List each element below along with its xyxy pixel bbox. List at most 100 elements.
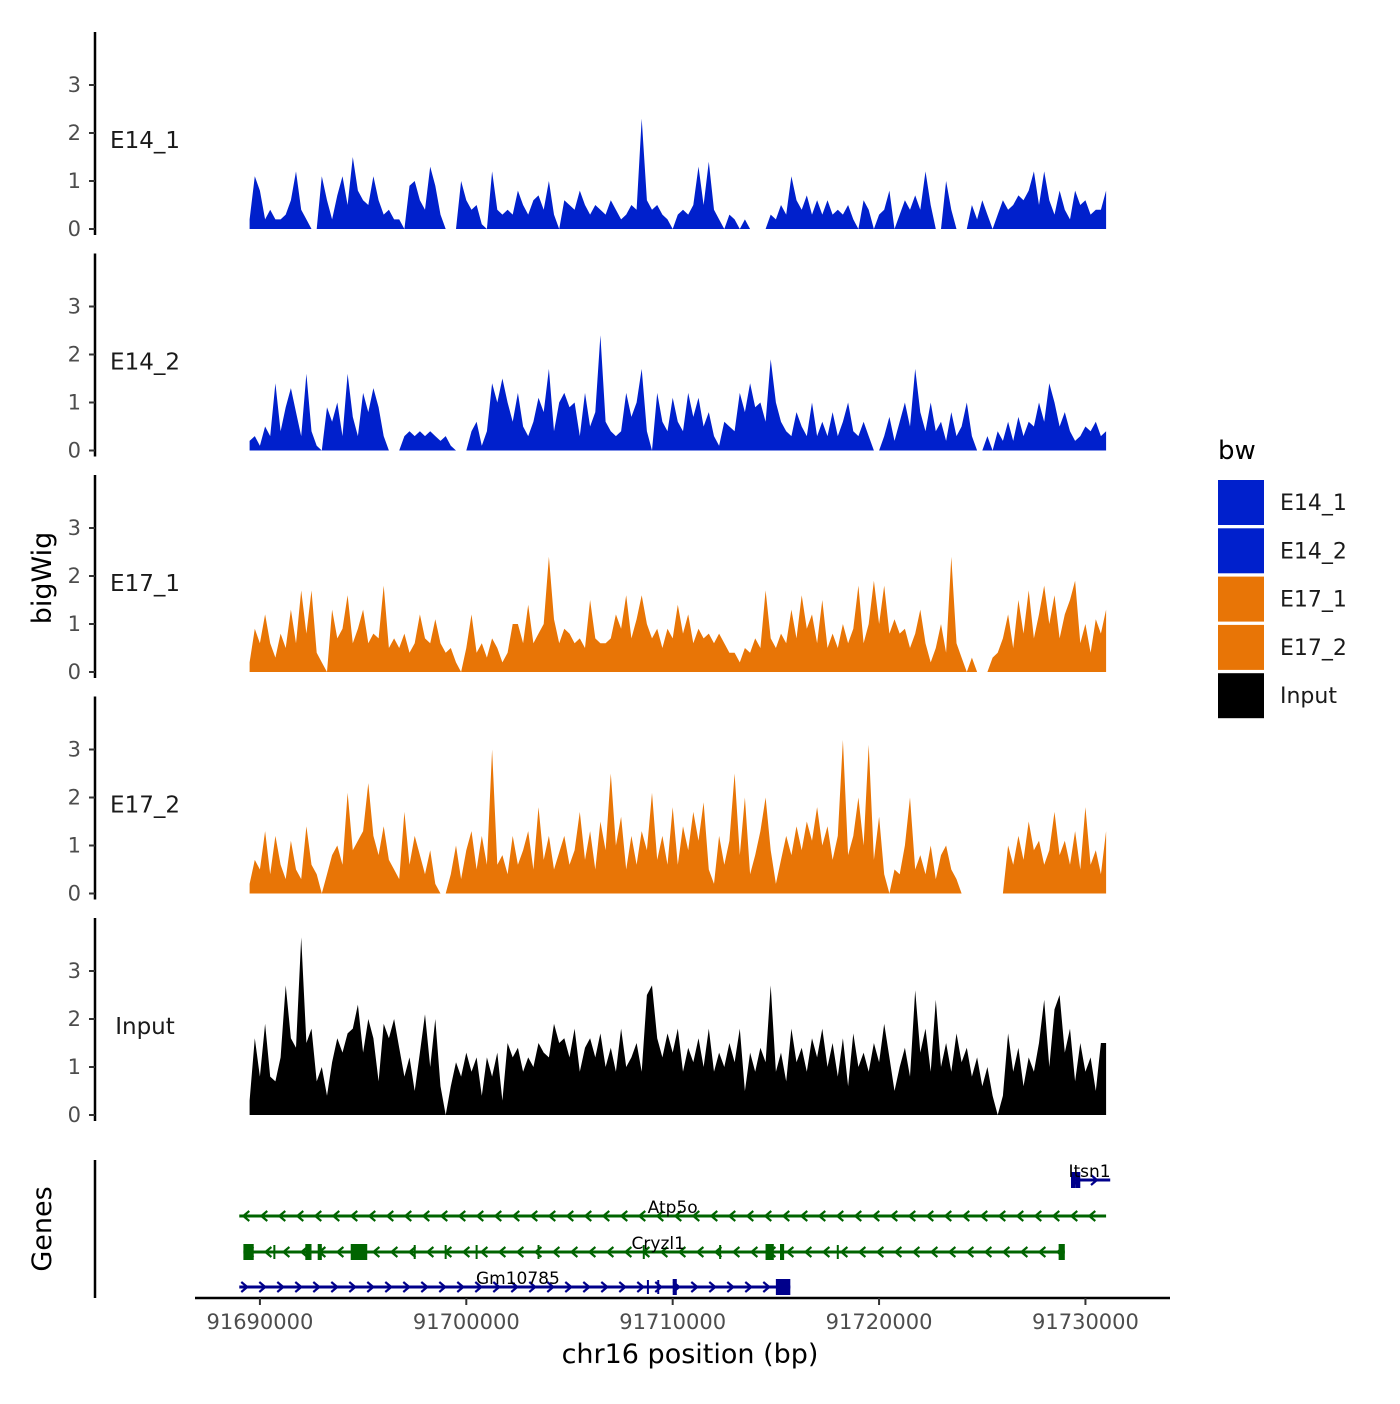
strand-arrow <box>690 1281 699 1293</box>
y-tick-label: 1 <box>68 169 81 193</box>
track-label: E14_2 <box>110 350 180 376</box>
strand-arrow <box>947 1246 957 1258</box>
strand-arrow <box>371 1246 381 1258</box>
x-axis: 91690000 91700000 91710000 91720000 91730000 <box>195 1296 1170 1334</box>
strand-arrow <box>367 1210 376 1222</box>
strand-arrow <box>600 1281 609 1293</box>
strand-arrow <box>1087 1210 1096 1222</box>
strand-arrow <box>421 1210 430 1222</box>
x-tick-label: 91720000 <box>826 1310 933 1334</box>
exon <box>780 1244 785 1260</box>
legend-title: bw <box>1218 436 1256 466</box>
strand-arrow <box>312 1281 321 1293</box>
strand-arrow <box>605 1246 615 1258</box>
track-panels: 0 1 2 3 E14_1 0 1 2 3 E14_2 0 1 2 3 E17_1 0 1 2 3 E17_2 0 1 2 3… <box>68 32 1107 1127</box>
track-panel-e14_2: 0 1 2 3 E14_2 <box>68 253 1107 463</box>
strand-arrow <box>907 1210 916 1222</box>
exon <box>672 1279 677 1295</box>
legend-swatch <box>1218 576 1264 622</box>
strand-arrow <box>762 1281 771 1293</box>
strand-arrow <box>677 1246 687 1258</box>
y-tick-label: 3 <box>68 516 81 540</box>
strand-arrow <box>240 1281 249 1293</box>
strand-arrow <box>385 1210 394 1222</box>
strand-arrow <box>258 1281 267 1293</box>
strand-arrow <box>1019 1246 1029 1258</box>
exon <box>765 1244 774 1260</box>
strand-arrow <box>727 1210 736 1222</box>
legend-swatch <box>1218 673 1264 719</box>
strand-arrow <box>456 1281 465 1293</box>
strand-arrow <box>295 1210 304 1222</box>
strand-arrow <box>474 1281 483 1293</box>
strand-arrow <box>763 1210 772 1222</box>
strand-arrow <box>277 1210 286 1222</box>
track-label: E17_1 <box>110 571 180 597</box>
strand-arrow <box>799 1210 808 1222</box>
track-label: E14_1 <box>110 128 180 154</box>
strand-arrow <box>403 1210 412 1222</box>
strand-arrow <box>528 1281 537 1293</box>
y-tick-label: 1 <box>68 1055 81 1079</box>
y-tick-label: 3 <box>68 73 81 97</box>
strand-arrow <box>925 1210 934 1222</box>
strand-arrow <box>475 1210 484 1222</box>
legend-label: E14_1 <box>1280 491 1347 516</box>
track-label: Input <box>115 1014 175 1040</box>
strand-arrow <box>709 1210 718 1222</box>
legend-swatch <box>1218 480 1264 525</box>
strand-arrow <box>331 1210 340 1222</box>
gene-label: Gm10785 <box>476 1269 560 1289</box>
x-tick-label: 91710000 <box>619 1310 726 1334</box>
strand-arrow <box>875 1246 885 1258</box>
strand-arrow <box>582 1281 591 1293</box>
coverage-area-input <box>249 937 1107 1115</box>
strand-arrow <box>871 1210 880 1222</box>
strand-arrow <box>461 1246 471 1258</box>
strand-arrow <box>997 1210 1006 1222</box>
genes-axis-title: Genes <box>27 1186 58 1271</box>
strand-arrow <box>889 1210 898 1222</box>
track-panel-e17_1: 0 1 2 3 E17_1 <box>68 475 1107 684</box>
y-tick-label: 3 <box>68 959 81 983</box>
y-tick-label: 2 <box>68 343 81 367</box>
strand-arrow <box>335 1246 345 1258</box>
coverage-area-e14_2 <box>249 335 1107 451</box>
legend-label: E17_1 <box>1280 588 1347 613</box>
coverage-area-e14_1 <box>249 118 1107 229</box>
y-tick-label: 2 <box>68 786 81 810</box>
strand-arrow <box>547 1210 556 1222</box>
y-tick-label: 2 <box>68 1007 81 1031</box>
gene-label: Itsn1 <box>1069 1162 1111 1182</box>
gene-track: Itsn1 Atp5o Cryzl1 Gm10785 <box>93 1160 1111 1298</box>
strand-arrow <box>979 1210 988 1222</box>
strand-arrow <box>623 1246 633 1258</box>
strand-arrow <box>492 1281 501 1293</box>
strand-arrow <box>618 1281 627 1293</box>
strand-arrow <box>983 1246 993 1258</box>
y-tick-label: 0 <box>68 439 81 463</box>
y-tick-label: 1 <box>68 612 81 636</box>
strand-arrow <box>835 1210 844 1222</box>
coverage-area-e17_2 <box>249 739 1107 894</box>
strand-arrow <box>1015 1210 1024 1222</box>
strand-arrow <box>659 1246 669 1258</box>
legend: bw E14_1 E14_2 E17_1 E17_2 Input <box>1218 436 1347 719</box>
strand-arrow <box>259 1210 268 1222</box>
y-tick-label: 1 <box>68 834 81 858</box>
strand-arrow <box>402 1281 411 1293</box>
exon <box>1075 1172 1081 1188</box>
strand-arrow <box>510 1281 519 1293</box>
x-tick-label: 91730000 <box>1032 1310 1139 1334</box>
strand-arrow <box>1037 1246 1047 1258</box>
strand-arrow <box>691 1210 700 1222</box>
strand-arrow <box>294 1281 303 1293</box>
coverage-area-e17_1 <box>249 556 1107 672</box>
legend-item-e17_2: E17_2 <box>1218 624 1347 670</box>
strand-arrow <box>263 1246 273 1258</box>
legend-label: Input <box>1280 684 1337 709</box>
strand-arrow <box>565 1210 574 1222</box>
strand-arrow <box>821 1246 831 1258</box>
strand-arrow <box>1051 1210 1060 1222</box>
